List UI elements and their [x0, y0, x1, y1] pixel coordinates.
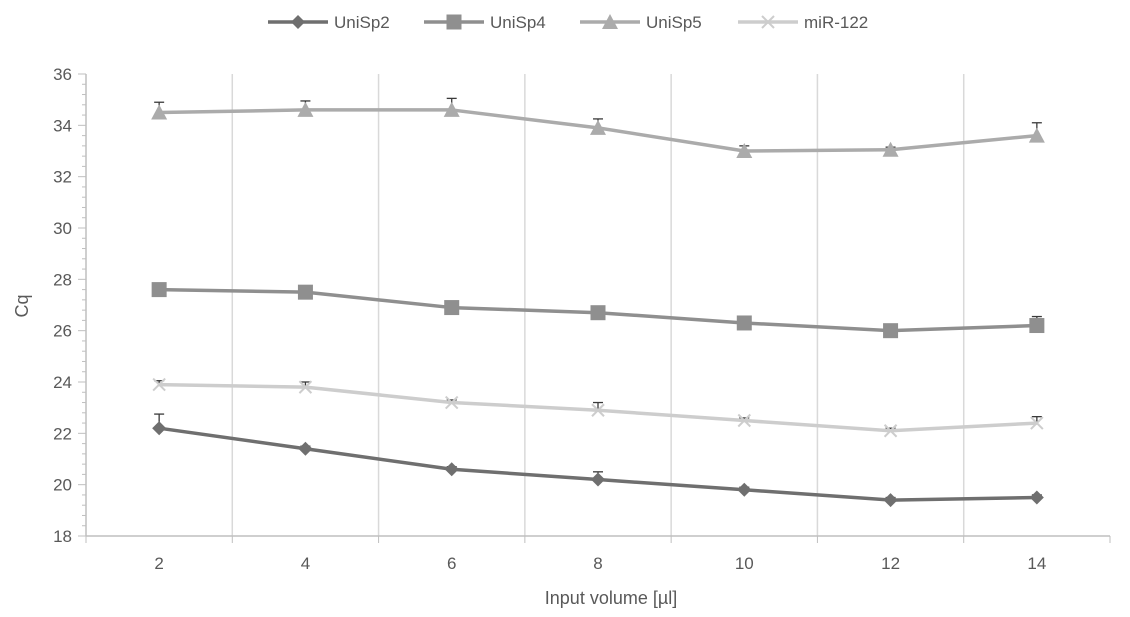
data-point — [297, 101, 314, 117]
y-tick-label: 22 — [53, 424, 72, 443]
legend-label: miR-122 — [804, 13, 868, 32]
legend-label: UniSp2 — [334, 13, 390, 32]
x-axis-title: Input volume [µl] — [545, 588, 677, 608]
data-point — [1029, 318, 1045, 334]
data-point — [882, 141, 899, 157]
data-point — [297, 284, 313, 300]
y-tick-label: 30 — [53, 219, 72, 238]
legend-marker-stroke — [761, 15, 775, 29]
legend-marker — [291, 15, 305, 29]
y-tick-label: 32 — [53, 168, 72, 187]
x-tick-label: 6 — [447, 554, 456, 573]
series-unisp5 — [151, 97, 1045, 158]
data-point — [444, 462, 459, 477]
y-tick-label: 36 — [53, 65, 72, 84]
y-tick-label: 24 — [53, 373, 72, 392]
legend-marker — [602, 14, 618, 29]
y-tick-label: 26 — [53, 322, 72, 341]
legend: UniSp2 UniSp4 UniSp5 miR-122 — [268, 13, 868, 32]
data-point — [1028, 127, 1045, 143]
gridlines — [231, 74, 965, 536]
data-point — [736, 315, 752, 331]
legend-marker — [761, 15, 775, 29]
data-point-stroke — [1030, 416, 1044, 430]
series-mir-122 — [152, 377, 1044, 438]
data-point-stroke — [445, 395, 459, 410]
data-point — [443, 101, 460, 117]
data-point — [590, 305, 606, 321]
data-point — [298, 441, 313, 456]
data-point — [883, 424, 898, 438]
data-point — [1029, 490, 1044, 505]
data-point-stroke — [737, 413, 751, 428]
legend-item: miR-122 — [738, 13, 868, 32]
legend-item: UniSp4 — [424, 13, 546, 32]
series-unisp4 — [151, 282, 1045, 339]
x-tick-label: 8 — [593, 554, 602, 573]
x-tick-label: 10 — [735, 554, 754, 573]
data-point — [445, 395, 459, 410]
y-tick-label: 28 — [53, 270, 72, 289]
data-point — [152, 421, 167, 436]
data-point-stroke — [298, 380, 313, 394]
y-tick-label: 18 — [53, 527, 72, 546]
data-point — [591, 403, 605, 417]
x-tick-label: 12 — [881, 554, 900, 573]
data-point — [1030, 416, 1044, 430]
data-point — [737, 413, 751, 428]
series-layer — [151, 97, 1045, 508]
legend-label: UniSp4 — [490, 13, 546, 32]
y-tick-label: 20 — [53, 476, 72, 495]
data-point — [444, 300, 460, 316]
y-tick-label: 34 — [53, 116, 72, 135]
data-point-stroke — [152, 377, 166, 392]
data-point — [883, 323, 899, 339]
data-point — [151, 104, 168, 120]
x-tick-label: 2 — [154, 554, 163, 573]
series-unisp2 — [152, 413, 1044, 508]
data-point — [591, 472, 605, 487]
y-axis-title: Cq — [12, 294, 32, 317]
legend-item: UniSp5 — [580, 13, 702, 32]
legend-marker — [446, 14, 462, 30]
data-point — [883, 493, 898, 508]
legend-label: UniSp5 — [646, 13, 702, 32]
legend-item: UniSp2 — [268, 13, 390, 32]
x-tick-label: 14 — [1027, 554, 1046, 573]
series-line — [158, 426, 1037, 502]
x-tick-label: 4 — [301, 554, 310, 573]
data-point — [298, 380, 313, 394]
data-point-stroke — [883, 424, 898, 438]
data-point — [736, 143, 753, 158]
data-point — [151, 282, 167, 298]
data-point — [590, 119, 606, 135]
data-point-stroke — [591, 403, 605, 417]
data-point — [737, 482, 752, 497]
data-point — [152, 377, 166, 392]
